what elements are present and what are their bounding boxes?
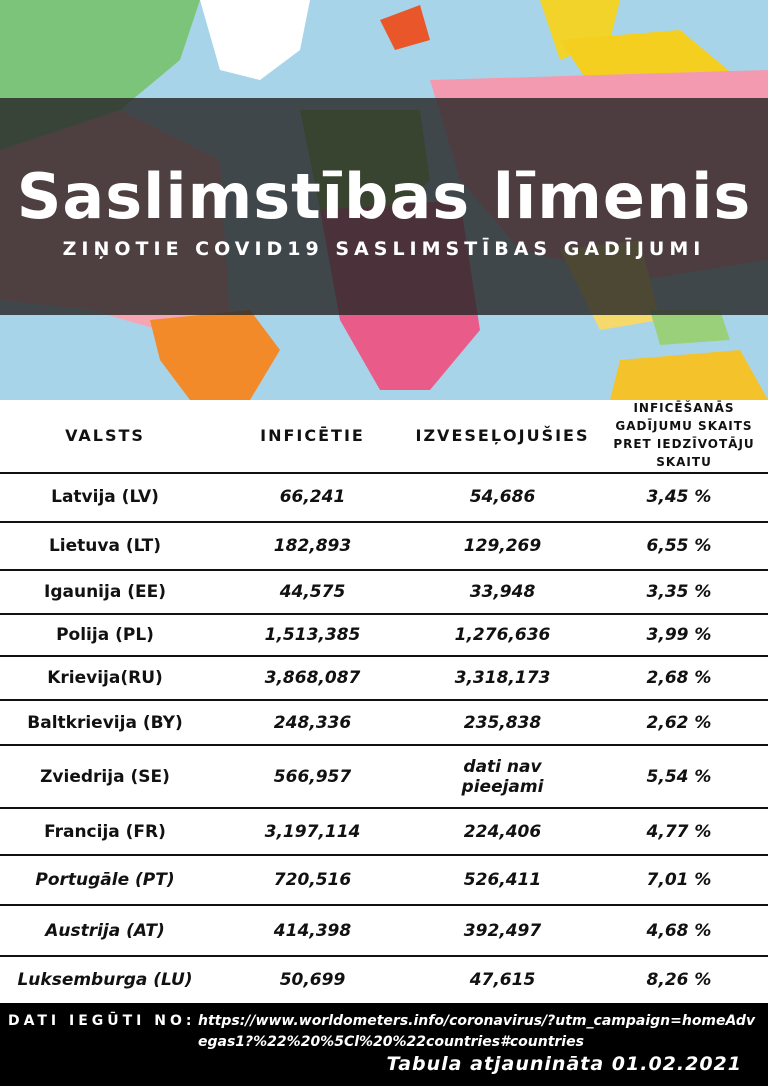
value: 47,615 — [469, 969, 536, 990]
country: Francija (FR) — [44, 821, 166, 842]
value: 2,68 % — [646, 668, 712, 688]
value: 3,318,173 — [454, 668, 551, 688]
country: Baltkrievija (BY) — [27, 712, 183, 733]
value: 235,838 — [463, 712, 542, 733]
value: 224,406 — [463, 821, 542, 842]
row-divider — [0, 613, 768, 615]
row-divider — [0, 955, 768, 957]
value: 66,241 — [279, 487, 346, 507]
value: 3,99 % — [646, 625, 712, 645]
country: Portugāle (PT) — [35, 870, 175, 890]
subtitle: ZIŅOTIE COVID19 SASLIMSTĪBAS GADĪJUMI — [62, 238, 706, 260]
column-header: INFICĒŠANĀS GADĪJUMU SKAITS PRET IEDZĪVO… — [613, 401, 755, 469]
value: 720,516 — [273, 870, 352, 890]
row-divider — [0, 904, 768, 906]
row-divider — [0, 699, 768, 701]
row-divider — [0, 472, 768, 474]
row-divider — [0, 655, 768, 657]
value: 182,893 — [273, 536, 352, 556]
column-header: VALSTS — [65, 425, 145, 445]
country: Austrija (AT) — [45, 920, 165, 941]
value: 248,336 — [273, 712, 352, 733]
value: 50,699 — [279, 969, 346, 990]
country: Krievija(RU) — [47, 668, 163, 688]
value: 566,957 — [273, 766, 352, 787]
value: 4,77 % — [646, 821, 712, 842]
country: Polija (PL) — [56, 625, 154, 645]
updated-date: Tabula atjaunināta 01.02.2021 — [386, 1053, 742, 1075]
footer: DATI IEGŪTI NO: https://www.worldometers… — [0, 1003, 768, 1086]
source-label: DATI IEGŪTI NO: — [8, 1013, 196, 1029]
value: 392,497 — [463, 920, 542, 941]
value: 3,35 % — [646, 582, 712, 602]
title: Saslimstības līmenis — [16, 160, 752, 233]
value: 526,411 — [463, 870, 542, 890]
country: Latvija (LV) — [51, 487, 159, 507]
value: 3,868,087 — [264, 668, 361, 688]
value: 1,276,636 — [454, 625, 551, 645]
source-url: https://www.worldometers.info/coronaviru… — [198, 1013, 756, 1050]
value: 6,55 % — [646, 536, 712, 556]
column-header: INFICĒTIE — [260, 425, 365, 445]
value: dati nav pieejami — [461, 756, 544, 797]
value: 44,575 — [279, 582, 346, 602]
value: 129,269 — [463, 536, 542, 556]
value: 8,26 % — [646, 969, 712, 990]
country: Zviedrija (SE) — [40, 766, 170, 787]
value: 3,197,114 — [264, 821, 361, 842]
value: 5,54 % — [646, 766, 712, 787]
row-divider — [0, 744, 768, 746]
value: 3,45 % — [646, 487, 712, 507]
value: 414,398 — [273, 920, 352, 941]
value: 33,948 — [469, 582, 536, 602]
value: 2,62 % — [646, 712, 712, 733]
row-divider — [0, 807, 768, 809]
value: 4,68 % — [646, 920, 712, 941]
row-divider — [0, 854, 768, 856]
row-divider — [0, 521, 768, 523]
row-divider — [0, 569, 768, 571]
value: 54,686 — [469, 487, 536, 507]
country: Luksemburga (LU) — [17, 969, 193, 990]
column-header: IZVESEĻOJUŠIES — [415, 425, 590, 445]
value: 7,01 % — [646, 870, 712, 890]
country: Igaunija (EE) — [44, 582, 166, 602]
value: 1,513,385 — [264, 625, 361, 645]
country: Lietuva (LT) — [48, 536, 162, 556]
title-band — [0, 98, 768, 315]
